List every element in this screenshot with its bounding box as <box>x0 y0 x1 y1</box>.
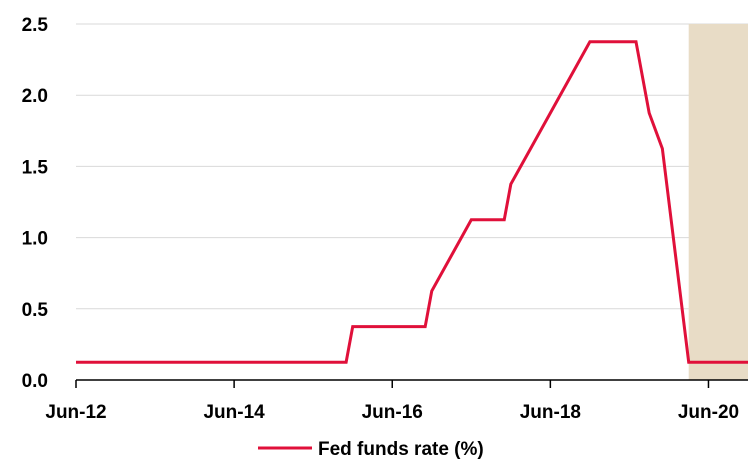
axes <box>75 379 748 388</box>
x-tick-label: Jun-20 <box>678 402 739 423</box>
shaded-period <box>688 24 748 380</box>
x-tick-labels: Jun-12 Jun-14 Jun-16 Jun-18 Jun-20 <box>45 402 739 423</box>
y-tick-label: 0.5 <box>22 300 49 321</box>
series-line-fed-funds-rate <box>76 40 748 364</box>
y-tick-label: 2.5 <box>22 15 49 36</box>
y-tick-label: 0.0 <box>22 371 48 392</box>
shaded-region <box>688 24 748 380</box>
legend-label-fed-funds: Fed funds rate (%) <box>318 439 484 459</box>
y-tick-label: 1.0 <box>22 229 48 250</box>
series-group <box>76 40 748 364</box>
x-tick-label: Jun-16 <box>362 402 423 423</box>
legend: Fed funds rate (%) <box>258 439 484 459</box>
x-tick-label: Jun-18 <box>520 402 581 423</box>
y-tick-labels: 0.0 0.5 1.0 1.5 2.0 2.5 <box>22 15 49 392</box>
y-tick-label: 1.5 <box>22 157 49 178</box>
y-tick-label: 2.0 <box>22 86 48 107</box>
gridlines <box>76 23 748 310</box>
x-tick-label: Jun-14 <box>203 402 265 423</box>
x-tick-label: Jun-12 <box>45 402 106 423</box>
